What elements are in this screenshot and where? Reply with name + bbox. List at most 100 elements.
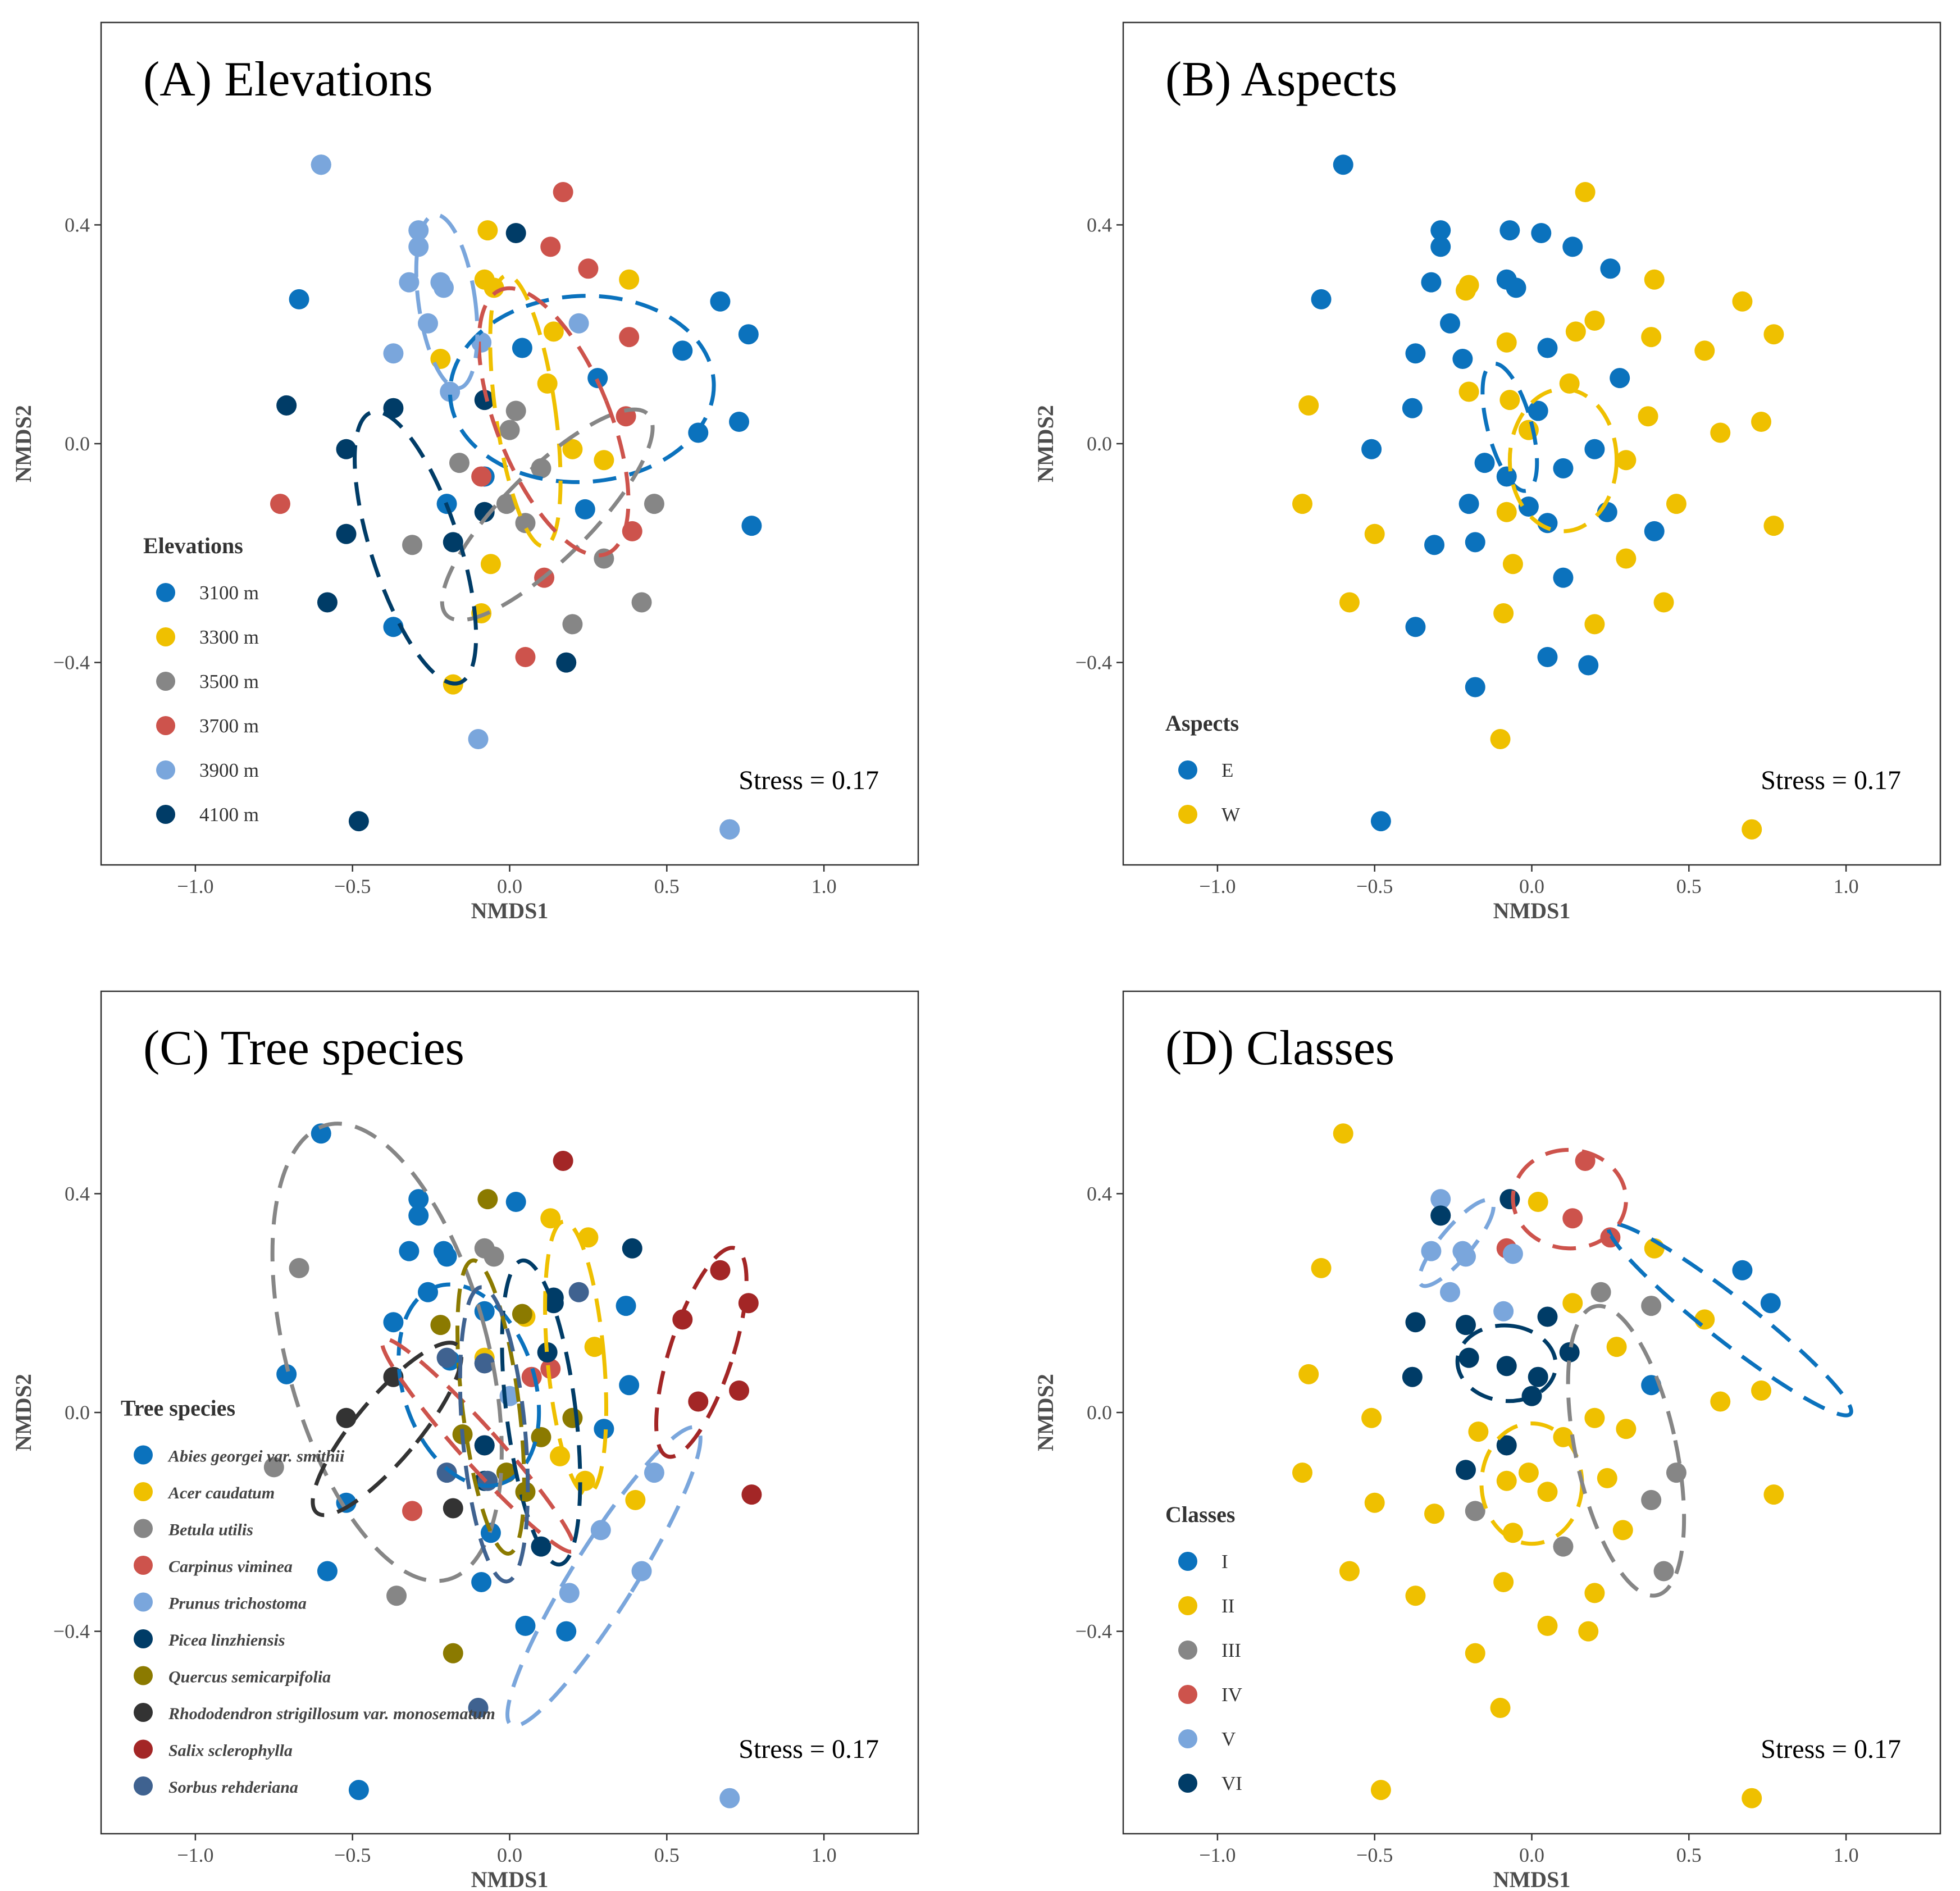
legend-title: Elevations: [143, 533, 243, 558]
x-tick-label: −0.5: [1356, 875, 1393, 897]
data-point: [484, 1246, 504, 1267]
panel-0: −1.0 −0.5 0.0 0.5 1.0 0.4 0.0 −0.4 NMDS1 NMDS2 (A)…: [11, 21, 919, 923]
confidence-ellipse: [1480, 361, 1539, 493]
data-point: [1430, 236, 1451, 257]
stress-label: Stress = 0.17: [1761, 1734, 1901, 1764]
data-point: [594, 1419, 614, 1439]
data-point: [443, 1498, 463, 1519]
legend-key: [1178, 1552, 1197, 1571]
data-point: [1531, 223, 1552, 243]
data-point: [1405, 1312, 1426, 1333]
data-point: [587, 368, 608, 389]
data-point: [408, 1205, 429, 1226]
legend-label: Quercus semicarpifolia: [168, 1668, 331, 1687]
confidence-ellipse: [1511, 1147, 1628, 1251]
y-tick-label: 0.4: [1087, 213, 1112, 236]
data-point: [1496, 502, 1517, 522]
panel-title: (D) Classes: [1165, 1021, 1394, 1076]
data-point: [1584, 439, 1605, 459]
data-point: [1465, 532, 1485, 553]
data-point: [578, 258, 599, 279]
data-point: [568, 1282, 589, 1302]
data-point: [512, 1304, 532, 1324]
data-point: [1751, 412, 1772, 432]
data-point: [1559, 1342, 1580, 1363]
data-point: [1537, 338, 1558, 358]
data-point: [1499, 1189, 1520, 1210]
legend-key: [134, 1556, 153, 1575]
data-point: [1518, 1462, 1539, 1483]
data-point: [505, 400, 526, 421]
confidence-ellipse: [414, 212, 480, 390]
data-point: [1499, 220, 1520, 241]
data-point: [289, 289, 309, 309]
legend-key: [156, 805, 175, 824]
data-point: [474, 1435, 495, 1456]
data-point: [270, 494, 290, 514]
data-point: [1521, 1386, 1542, 1406]
legend-key: [134, 1739, 153, 1759]
data-point: [1455, 1315, 1476, 1336]
data-point: [556, 1621, 577, 1642]
data-point: [408, 236, 429, 257]
data-point: [1430, 1189, 1451, 1210]
data-point: [568, 313, 589, 334]
data-point: [1465, 1643, 1485, 1664]
legend-label: Carpinus viminea: [168, 1557, 293, 1576]
y-tick-label: 0.0: [65, 432, 90, 455]
x-tick-label: −0.5: [334, 875, 371, 897]
data-point: [1616, 1419, 1637, 1439]
y-axis-label: NMDS2: [11, 405, 36, 482]
data-point: [418, 313, 438, 334]
data-point: [496, 494, 517, 514]
data-point: [1575, 1150, 1596, 1171]
data-point: [1292, 1462, 1312, 1483]
data-point: [1490, 728, 1511, 749]
legend-label: I: [1221, 1551, 1228, 1573]
data-point: [1493, 1301, 1514, 1322]
data-point: [1653, 592, 1674, 613]
stress-label: Stress = 0.17: [739, 1734, 879, 1764]
data-point: [1440, 313, 1460, 334]
confidence-ellipse: [311, 1341, 464, 1518]
data-point: [317, 1561, 338, 1582]
legend-key: [1178, 760, 1197, 780]
panel-title: (B) Aspects: [1165, 52, 1397, 107]
data-point: [594, 450, 614, 471]
data-point: [383, 1312, 404, 1333]
y-tick-label: 0.0: [65, 1401, 90, 1424]
data-point: [1584, 310, 1605, 331]
data-point: [348, 1780, 369, 1801]
data-point: [1493, 1571, 1514, 1592]
confidence-ellipse: [270, 1122, 504, 1583]
data-point: [738, 324, 759, 345]
x-tick-label: 0.5: [1676, 875, 1702, 897]
data-point: [719, 819, 740, 840]
x-tick-label: −1.0: [1199, 875, 1236, 897]
data-point: [1742, 819, 1762, 840]
legend-key: [134, 1519, 153, 1538]
data-point: [471, 1571, 492, 1592]
legend-key: [134, 1666, 153, 1685]
data-point: [336, 1407, 357, 1428]
data-point: [1537, 1482, 1558, 1502]
data-point: [1424, 535, 1445, 555]
data-point: [559, 1583, 580, 1603]
data-point: [1732, 1260, 1753, 1281]
data-point: [1421, 272, 1442, 293]
data-point: [672, 1309, 693, 1330]
y-axis-label: NMDS2: [11, 1374, 36, 1451]
data-point: [336, 523, 357, 544]
data-point: [436, 1347, 457, 1368]
x-tick-label: 1.0: [1834, 1844, 1859, 1866]
data-point: [383, 343, 404, 364]
data-point: [1361, 1407, 1382, 1428]
data-point: [449, 453, 470, 473]
data-point: [1584, 1583, 1605, 1603]
data-point: [433, 277, 454, 298]
data-point: [1311, 289, 1332, 309]
data-point: [729, 1380, 750, 1401]
y-tick-label: 0.4: [65, 1182, 90, 1205]
data-point: [430, 349, 451, 370]
confidence-ellipse: [1417, 1197, 1496, 1288]
